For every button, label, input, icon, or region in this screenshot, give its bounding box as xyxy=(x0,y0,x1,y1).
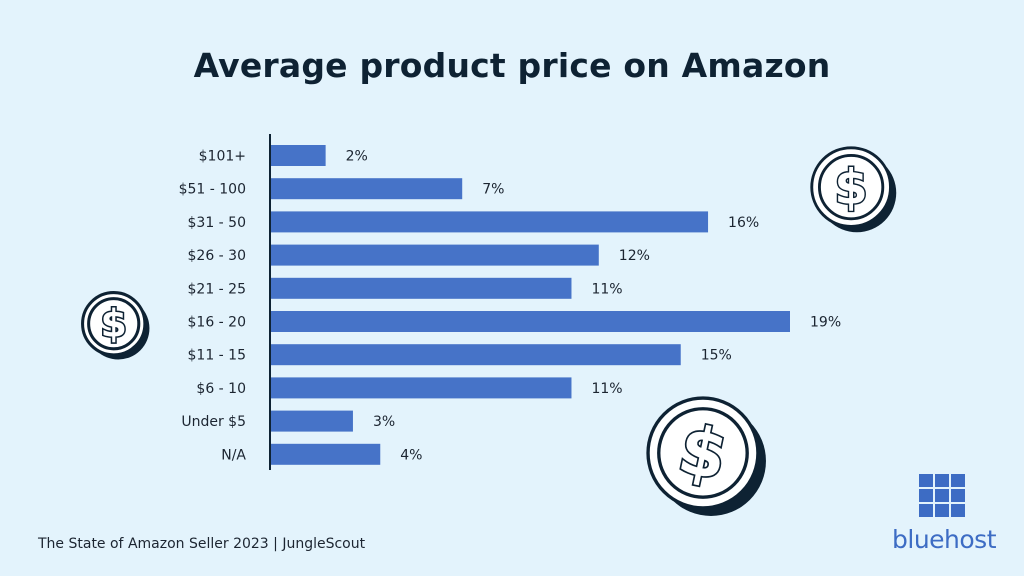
category-label: $21 - 25 xyxy=(188,281,247,297)
bar xyxy=(271,311,790,332)
value-label: 11% xyxy=(591,281,622,297)
svg-text:$: $ xyxy=(100,302,126,346)
dollar-coin-icon: $ xyxy=(646,396,766,516)
category-label: N/A xyxy=(221,447,246,463)
value-label: 16% xyxy=(728,215,759,231)
svg-text:$: $ xyxy=(834,159,867,215)
chart-title: Average product price on Amazon xyxy=(193,46,831,85)
bar xyxy=(271,178,463,200)
bar xyxy=(271,410,353,432)
bar xyxy=(271,145,326,166)
brand-logo: bluehost xyxy=(892,474,997,554)
category-label: $26 - 30 xyxy=(188,248,247,264)
source-caption: The State of Amazon Seller 2023 | Jungle… xyxy=(38,536,366,552)
category-label: $31 - 50 xyxy=(188,215,247,231)
category-label: $16 - 20 xyxy=(188,315,247,331)
brand-name: bluehost xyxy=(892,525,997,554)
category-label: $6 - 10 xyxy=(196,381,246,397)
bar xyxy=(271,244,599,266)
value-label: 4% xyxy=(400,447,422,463)
category-label: $11 - 15 xyxy=(188,348,247,364)
value-label: 19% xyxy=(810,315,841,331)
bar xyxy=(271,344,681,366)
value-label: 15% xyxy=(701,348,732,364)
category-label: Under $5 xyxy=(181,414,246,430)
value-label: 7% xyxy=(482,182,504,198)
bar xyxy=(271,211,709,233)
value-label: 2% xyxy=(346,149,368,165)
category-label: $101+ xyxy=(199,149,246,165)
dollar-coin-icon: $ xyxy=(81,291,150,360)
value-label: 3% xyxy=(373,414,395,430)
value-label: 12% xyxy=(619,248,650,264)
dollar-coin-icon: $ xyxy=(810,146,897,233)
bar xyxy=(271,443,381,465)
category-label: $51 - 100 xyxy=(179,182,246,198)
logo-grid-icon xyxy=(919,474,965,517)
bar xyxy=(271,277,572,299)
value-label: 11% xyxy=(591,381,622,397)
bar xyxy=(271,377,572,399)
